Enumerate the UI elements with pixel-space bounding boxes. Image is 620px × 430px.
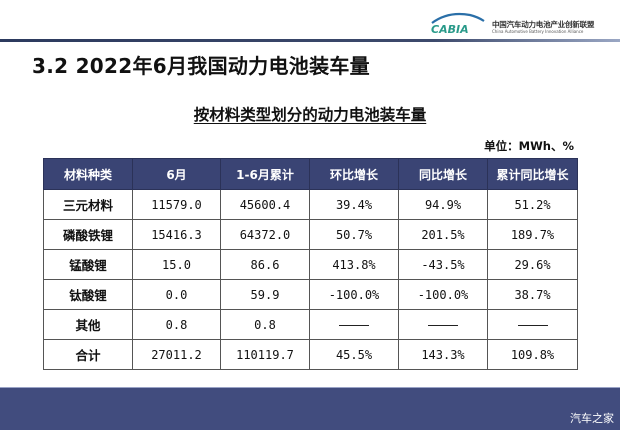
not-applicable-dash (339, 324, 369, 326)
material-name: 三元材料 (43, 189, 133, 220)
ytd-yoy-growth: 29.6% (487, 249, 578, 280)
material-name: 锰酸锂 (43, 249, 133, 280)
svg-text:CABIA: CABIA (431, 23, 469, 35)
ytd-value: 0.8 (220, 309, 310, 340)
june-value: 15.0 (132, 249, 221, 280)
table-row-total: 合计 27011.2 110119.7 45.5% 143.3% 109.8% (43, 339, 578, 370)
ytd-yoy-growth: 189.7% (487, 219, 578, 250)
yoy-growth: -100.0% (398, 279, 488, 310)
col-header-yoy: 同比增长 (398, 158, 488, 190)
june-value: 0.0 (132, 279, 221, 310)
ytd-value: 59.9 (220, 279, 310, 310)
footer-band: 汽车之家 (0, 387, 620, 430)
col-header-ytd: 1-6月累计 (220, 158, 310, 190)
unit-label: 单位：MWh、% (484, 139, 574, 153)
table-title: 按材料类型划分的动力电池装车量 (0, 103, 620, 125)
org-name-en: China Automotive Battery Innovation Alli… (492, 29, 584, 34)
yoy-growth: 94.9% (398, 189, 488, 220)
table-title-text: 按材料类型划分的动力电池装车量 (193, 106, 427, 124)
not-applicable-dash (517, 324, 548, 326)
material-name: 其他 (43, 309, 133, 340)
mom-growth: 39.4% (309, 189, 399, 220)
ytd-value: 64372.0 (220, 219, 310, 250)
mom-growth: 50.7% (309, 219, 399, 250)
cabia-car-logo-icon: CABIA (431, 12, 485, 35)
table-row: 锰酸锂 15.0 86.6 413.8% -43.5% 29.6% (43, 249, 578, 280)
table-header-row: 材料种类 6月 1-6月累计 环比增长 同比增长 累计同比增长 (43, 158, 578, 190)
yoy-growth: 201.5% (398, 219, 488, 250)
material-name: 磷酸铁锂 (43, 219, 133, 250)
ytd-yoy-growth: 51.2% (487, 189, 578, 220)
header-divider (0, 39, 620, 42)
yoy-growth: 143.3% (398, 339, 488, 370)
ytd-yoy-growth (487, 309, 578, 340)
ytd-value: 86.6 (220, 249, 310, 280)
june-value: 27011.2 (132, 339, 221, 370)
ytd-value: 45600.4 (220, 189, 310, 220)
yoy-growth (398, 309, 488, 340)
slide-title: 3.2 2022年6月我国动力电池装车量 (32, 54, 370, 78)
table-row: 磷酸铁锂 15416.3 64372.0 50.7% 201.5% 189.7% (43, 219, 578, 250)
june-value: 0.8 (132, 309, 221, 340)
ytd-value: 110119.7 (220, 339, 310, 370)
table-row: 其他 0.8 0.8 (43, 309, 578, 340)
watermark: 汽车之家 (570, 412, 614, 425)
mom-growth: -100.0% (309, 279, 399, 310)
col-header-material: 材料种类 (43, 158, 133, 190)
mom-growth (309, 309, 399, 340)
yoy-growth: -43.5% (398, 249, 488, 280)
table-row: 钛酸锂 0.0 59.9 -100.0% -100.0% 38.7% (43, 279, 578, 310)
june-value: 15416.3 (132, 219, 221, 250)
june-value: 11579.0 (132, 189, 221, 220)
battery-installation-table: 材料种类 6月 1-6月累计 环比增长 同比增长 累计同比增长 三元材料 115… (43, 158, 578, 370)
col-header-june: 6月 (132, 158, 221, 190)
table-row: 三元材料 11579.0 45600.4 39.4% 94.9% 51.2% (43, 189, 578, 220)
col-header-mom: 环比增长 (309, 158, 399, 190)
not-applicable-dash (428, 324, 458, 326)
material-name: 合计 (43, 339, 133, 370)
mom-growth: 45.5% (309, 339, 399, 370)
material-name: 钛酸锂 (43, 279, 133, 310)
col-header-ytd-yoy: 累计同比增长 (487, 158, 578, 190)
ytd-yoy-growth: 38.7% (487, 279, 578, 310)
ytd-yoy-growth: 109.8% (487, 339, 578, 370)
org-name-cn: 中国汽车动力电池产业创新联盟 (492, 20, 595, 29)
mom-growth: 413.8% (309, 249, 399, 280)
